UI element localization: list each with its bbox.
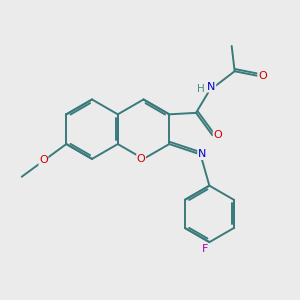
Text: F: F — [202, 244, 208, 254]
Text: H: H — [196, 84, 204, 94]
Text: O: O — [137, 154, 146, 164]
Text: O: O — [213, 130, 222, 140]
Text: N: N — [207, 82, 216, 92]
Text: O: O — [258, 71, 267, 81]
Text: N: N — [198, 149, 206, 160]
Text: O: O — [39, 155, 48, 165]
